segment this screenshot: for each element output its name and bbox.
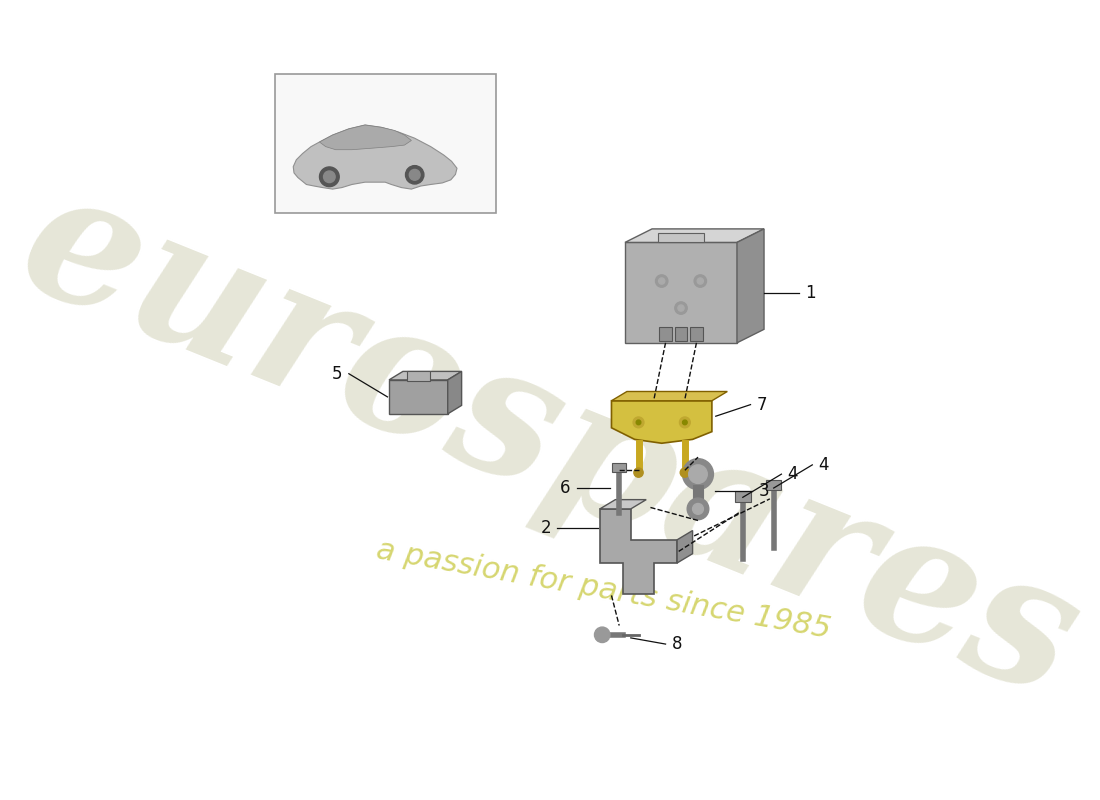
Text: eurospares: eurospares [0,152,1100,734]
Circle shape [680,417,691,428]
Circle shape [634,468,643,478]
Circle shape [680,468,690,478]
Bar [659,327,672,342]
Circle shape [688,498,708,520]
Text: 2: 2 [540,519,551,538]
Circle shape [682,420,688,425]
Circle shape [406,166,424,184]
Circle shape [656,275,668,287]
Circle shape [689,465,707,483]
Text: a passion for parts since 1985: a passion for parts since 1985 [374,536,834,644]
Text: 4: 4 [818,456,829,474]
Circle shape [319,167,339,186]
Circle shape [594,627,609,642]
Circle shape [409,170,420,180]
Circle shape [323,171,336,182]
Bar [625,242,737,343]
Bar [389,380,448,414]
Polygon shape [612,391,727,401]
Bar [674,327,688,342]
Circle shape [678,305,684,311]
Bar [691,327,703,342]
Circle shape [693,503,703,514]
Text: 3: 3 [758,482,769,500]
Polygon shape [448,371,462,414]
Polygon shape [737,229,764,343]
Polygon shape [389,371,462,380]
Text: 8: 8 [672,635,682,653]
Polygon shape [600,509,678,594]
Polygon shape [625,229,764,242]
Bar [735,491,750,502]
Text: 1: 1 [805,284,815,302]
Circle shape [636,420,641,425]
Circle shape [634,417,643,428]
Text: 7: 7 [757,396,767,414]
Text: 5: 5 [332,365,343,382]
Bar [766,479,781,490]
Text: 4: 4 [788,465,799,483]
Polygon shape [319,125,411,150]
Bar [613,462,626,472]
Circle shape [659,278,664,284]
Bar [275,74,496,213]
Polygon shape [612,401,712,443]
Polygon shape [294,125,456,189]
Circle shape [674,302,688,314]
Polygon shape [678,530,693,563]
Circle shape [682,458,714,490]
Polygon shape [600,500,646,509]
Polygon shape [658,233,704,242]
Circle shape [697,278,703,284]
Circle shape [694,275,706,287]
Text: 6: 6 [560,479,571,497]
Bar [407,371,430,381]
